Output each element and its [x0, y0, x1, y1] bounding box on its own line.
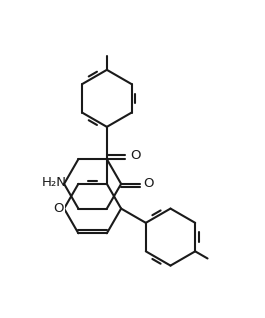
- Text: O: O: [144, 177, 154, 190]
- Text: O: O: [53, 202, 64, 215]
- Text: O: O: [130, 149, 141, 162]
- Text: H₂N: H₂N: [41, 176, 67, 189]
